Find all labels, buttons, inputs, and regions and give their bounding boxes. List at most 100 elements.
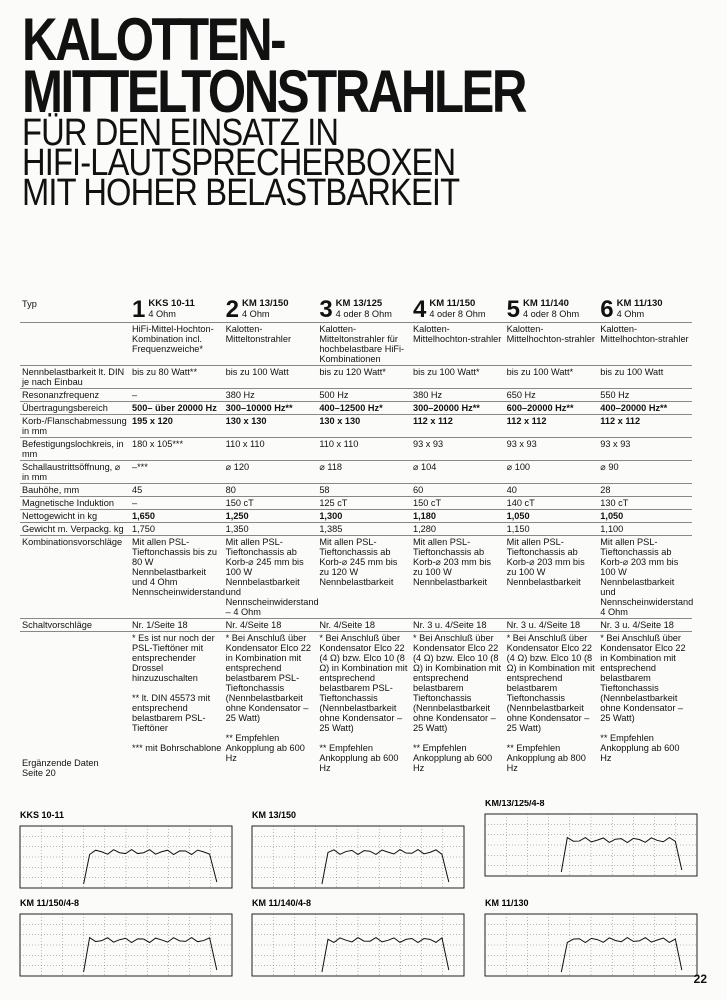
spec-cell: 130 x 130 xyxy=(223,414,318,438)
spec-cell: 380 Hz xyxy=(410,388,505,402)
row-label: Gewicht m. Verpackg. kg xyxy=(20,522,130,536)
spec-cell: ⌀ 118 xyxy=(317,460,411,484)
footnote: ** Empfehlen Ankopplung ab 600 Hz xyxy=(319,743,399,773)
spec-cell: 93 x 93 xyxy=(504,437,599,461)
spec-cell: 1,050 xyxy=(504,509,599,523)
footnote: * Bei Anschluß über Kondensator Elco 22 … xyxy=(225,633,311,723)
graph-label: KM 11/140/4-8 xyxy=(252,898,311,908)
footnote: * Bei Anschluß über Kondensator Elco 22 … xyxy=(506,633,595,733)
spec-row: Nettogewicht in kg 1,650 1,250 1,300 1,180 1,… xyxy=(20,509,692,523)
spec-cell: 1,050 xyxy=(598,509,692,523)
model-number: 3 xyxy=(319,296,333,323)
spec-cell: Mit allen PSL-Tieftonchassis bis zu 80 W… xyxy=(130,535,225,619)
spec-row: Magnetische Induktion –150 cT 125 cT 150 cT… xyxy=(20,496,692,510)
model-header: 3 KM 13/125 4 oder 8 Ohm xyxy=(317,298,411,323)
model-name: KM 11/140 xyxy=(522,298,569,309)
model-description: Kalotten-Mitteltonstrahler für hochbelas… xyxy=(317,322,411,366)
spec-cell: 300–20000 Hz** xyxy=(410,401,505,415)
notes-row: * Es ist nur noch der PSL-Tieftöner mit … xyxy=(20,632,692,785)
model-impedance: 4 oder 8 Ohm xyxy=(429,309,486,319)
model-description: Kalotten-Mittelhochton-strahler xyxy=(410,322,505,366)
spec-cell: Mit allen PSL-Tieftonchassis ab Korb-⌀ 2… xyxy=(317,535,411,619)
spec-cell: 80 xyxy=(223,483,318,497)
spec-cell: 112 x 112 xyxy=(410,414,505,438)
row-label: Nennbelastbarkeit lt. DIN je nach Einbau xyxy=(20,365,130,389)
row-label: Korb-/Flanschabmessung in mm xyxy=(20,414,130,438)
spec-cell: 400–20000 Hz** xyxy=(598,401,692,415)
spec-cell: 150 cT xyxy=(410,496,505,510)
spec-cell: 1,350 xyxy=(223,522,318,536)
spec-cell: 1,750 xyxy=(130,522,224,536)
row-label: Magnetische Induktion xyxy=(20,496,130,510)
notes-cell: * Bei Anschluß über Kondensator Elco 22 … xyxy=(317,632,411,785)
model-impedance: 4 oder 8 Ohm xyxy=(522,309,580,319)
spec-cell: 300–10000 Hz** xyxy=(223,401,318,415)
footnote: *** mit Bohrschablone xyxy=(132,743,222,753)
footnote: ** Empfehlen Ankopplung ab 800 Hz xyxy=(506,743,586,773)
spec-row: Gewicht m. Verpackg. kg 1,750 1,350 1,385 1,… xyxy=(20,522,692,536)
subtitle-line: HIFI-LAUTSPRECHERBOXEN xyxy=(22,142,456,184)
spec-cell: 112 x 112 xyxy=(504,414,599,438)
spec-cell: Mit allen PSL-Tieftonchassis ab Korb-⌀ 2… xyxy=(223,535,319,619)
response-curve xyxy=(321,936,450,973)
spec-cell: 1,385 xyxy=(317,522,411,536)
spec-cell: 58 xyxy=(317,483,411,497)
header-row: Typ 1 KKS 10-11 4 Ohm 2 KM 13/150 4 Ohm 3 KM 13/… xyxy=(20,298,692,323)
spec-cell: Nr. 3 u. 4/Seite 18 xyxy=(410,618,505,632)
row-label: Nettogewicht in kg xyxy=(20,509,130,523)
graph-label: KM 11/130 xyxy=(485,898,529,908)
model-description: HiFi-Mittel-Hochton-Kombination incl. Fr… xyxy=(130,322,224,366)
model-impedance: 4 oder 8 Ohm xyxy=(335,309,392,319)
model-name: KM 13/150 xyxy=(242,298,289,309)
title-line: MITTELTONSTRAHLER xyxy=(22,58,527,125)
footnote: * Bei Anschluß über Kondensator Elco 22 … xyxy=(412,633,502,733)
spec-cell: Nr. 3 u. 4/Seite 18 xyxy=(598,618,692,632)
row-label: Kombinationsvorschläge xyxy=(20,535,130,619)
row-label: Schallaustrittsöffnung, ⌀ in mm xyxy=(20,460,130,484)
row-label: Bauhöhe, mm xyxy=(20,483,130,497)
spec-cell: 1,100 xyxy=(598,522,692,536)
footnote: * Es ist nur noch der PSL-Tieftöner mit … xyxy=(132,633,215,683)
spec-cell: 1,180 xyxy=(410,509,505,523)
spec-row: Befestigungslochkreis, in mm 180 x 105***… xyxy=(20,437,692,461)
spec-cell: 110 x 110 xyxy=(317,437,411,461)
model-number: 5 xyxy=(506,296,520,323)
response-curve xyxy=(560,836,683,873)
spec-cell: Nr. 3 u. 4/Seite 18 xyxy=(504,618,599,632)
spec-row: Resonanzfrequenz –380 Hz 500 Hz 380 Hz 650 H… xyxy=(20,388,692,402)
spec-cell: bis zu 100 Watt xyxy=(223,365,318,389)
graph-label: KM/13/125/4-8 xyxy=(485,800,545,808)
spec-cell: bis zu 100 Watt* xyxy=(504,365,599,389)
notes-cell: * Bei Anschluß über Kondensator Elco 22 … xyxy=(411,632,505,785)
spec-cell: Nr. 1/Seite 18 xyxy=(130,618,224,632)
spec-cell: 1,300 xyxy=(317,509,411,523)
spec-cell: 400–12500 Hz* xyxy=(317,401,411,415)
supplement-note: Ergänzende Daten Seite 20 xyxy=(22,758,99,778)
spec-cell: ⌀ 100 xyxy=(504,460,599,484)
graph-label: KKS 10-11 xyxy=(20,810,64,820)
response-curve xyxy=(83,848,218,885)
model-impedance: 4 Ohm xyxy=(148,309,176,319)
spec-cell: – xyxy=(130,496,224,510)
model-number: 4 xyxy=(412,296,427,323)
notes-cell: * Bei Anschluß über Kondensator Elco 22 … xyxy=(505,632,599,785)
row-label: Übertragungsbereich xyxy=(20,401,130,415)
spec-cell: 1,250 xyxy=(223,509,318,523)
model-impedance: 4 Ohm xyxy=(242,309,270,319)
spec-cell: 380 Hz xyxy=(223,388,318,402)
spec-cell: 150 cT xyxy=(223,496,318,510)
footnote: ** Empfehlen Ankopplung ab 600 Hz xyxy=(412,743,493,773)
spec-cell: Mit allen PSL-Tieftonchassis ab Korb-⌀ 2… xyxy=(504,535,599,619)
graph-label: KM 11/150/4-8 xyxy=(20,898,79,908)
graph-label: KM 13/150 xyxy=(252,810,296,820)
spec-cell: Mit allen PSL-Tieftonchassis ab Korb-⌀ 2… xyxy=(410,535,505,619)
model-header: 6 KM 11/130 4 Ohm xyxy=(598,298,692,323)
graphs: KKS 10-11 KM 13/150 KM/13/125/4-8 KM 11/150… xyxy=(19,800,698,977)
footnote: * Bei Anschluß über Kondensator Elco 22 … xyxy=(319,633,408,733)
model-header: 5 KM 11/140 4 oder 8 Ohm xyxy=(504,296,599,323)
spec-cell: –*** xyxy=(130,460,224,484)
spec-cell: ⌀ 90 xyxy=(598,460,692,484)
notes-cell: * Bei Anschluß über Kondensator Elco 22 … xyxy=(598,632,692,785)
title-line: KALOTTEN- xyxy=(22,6,287,73)
spec-cell: Mit allen PSL-Tieftonchassis ab Korb-⌀ 2… xyxy=(598,535,694,619)
